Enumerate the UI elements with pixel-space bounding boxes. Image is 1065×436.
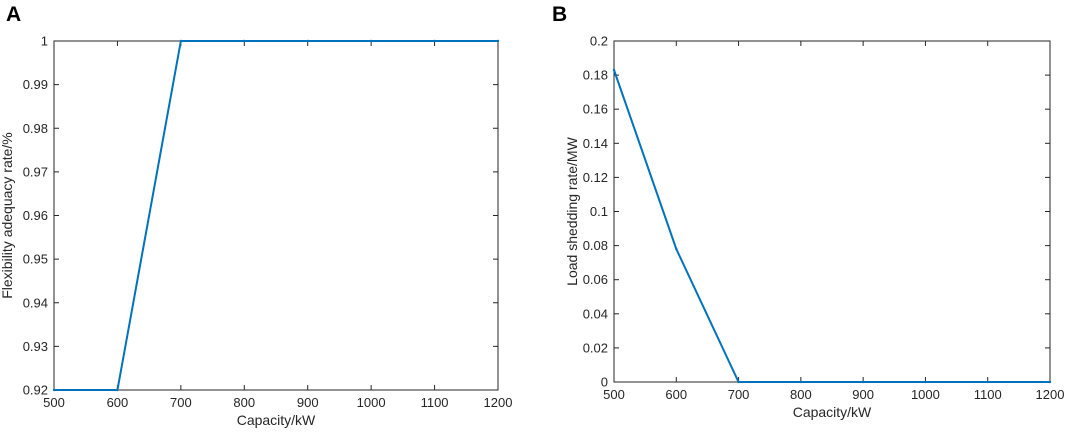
series-line-b: [613, 69, 1050, 383]
plot-b: 500 600 700 800 900 1000 1100 1200 0 0.02 0.04 0.06…: [564, 34, 1064, 421]
y-tick-label-a-4: 0.96: [23, 208, 48, 223]
x-tick-label-b-2: 700: [728, 387, 750, 402]
y-tick-label-b-9: 0.18: [583, 68, 608, 83]
x-axis-label-b: Capacity/kW: [793, 404, 872, 420]
data-point-a-1: [116, 388, 119, 392]
y-tick-label-b-2: 0.04: [583, 306, 608, 321]
x-tick-label-b-3: 800: [790, 387, 812, 402]
x-tick-label-b-0: 500: [603, 387, 625, 402]
y-tick-label-b-6: 0.12: [583, 170, 608, 185]
x-axis-label-a: Capacity/kW: [237, 412, 316, 428]
x-tick-label-b-1: 600: [665, 387, 687, 402]
series-line-a: [54, 40, 498, 391]
data-point-a-0: [52, 388, 56, 392]
data-point-a-3: [243, 39, 246, 43]
plot-area-a: [53, 40, 499, 391]
data-point-a-6: [433, 39, 436, 43]
y-tick-label-a-5: 0.97: [23, 164, 48, 179]
y-tick-label-b-8: 0.16: [583, 102, 608, 117]
data-point-a-7: [496, 39, 500, 43]
data-point-b-0: [612, 68, 616, 72]
data-point-a-2: [179, 39, 183, 43]
x-tick-label-a-7: 1200: [484, 395, 513, 410]
y-tick-label-a-6: 0.98: [23, 121, 48, 136]
y-tick-label-a-7: 0.99: [23, 77, 48, 92]
y-tick-label-b-1: 0.02: [583, 340, 608, 355]
y-tick-label-a-0: 0.92: [23, 383, 48, 398]
panel-label-a: A: [6, 3, 21, 26]
data-point-b-7: [1048, 380, 1052, 384]
x-tick-label-b-6: 1100: [974, 387, 1002, 402]
y-tick-label-a-8: 1: [41, 34, 48, 49]
x-tick-label-a-3: 800: [233, 395, 255, 410]
x-tick-label-b-4: 900: [852, 387, 874, 402]
y-axis-label-a: Flexibility adequacy rate/%: [0, 132, 15, 299]
data-point-a-5: [369, 39, 373, 43]
y-tick-label-a-1: 0.93: [23, 339, 48, 354]
x-tick-label-a-5: 1000: [357, 395, 386, 410]
plot-a: 500 600 700 800 900 1000 1100 1200 0.92 0.93 0.94 0…: [0, 34, 512, 429]
data-point-b-1: [675, 247, 678, 251]
y-tick-label-b-4: 0.08: [583, 238, 608, 253]
data-point-b-2: [737, 380, 740, 384]
data-point-b-3: [799, 380, 803, 384]
y-tick-label-b-10: 0.2: [590, 34, 608, 49]
data-point-b-6: [986, 380, 989, 384]
y-tick-label-a-3: 0.95: [23, 252, 48, 267]
x-tick-label-a-6: 1100: [421, 395, 449, 410]
x-tick-label-a-2: 700: [170, 395, 192, 410]
panel-label-b: B: [552, 3, 567, 26]
x-tick-label-a-0: 500: [43, 395, 65, 410]
y-tick-label-b-3: 0.06: [583, 272, 608, 287]
y-tick-label-b-0: 0: [601, 375, 608, 390]
y-tick-label-b-5: 0.1: [590, 204, 608, 219]
y-axis-label-b: Load shedding rate/MW: [564, 136, 580, 285]
x-tick-label-b-5: 1000: [911, 387, 940, 402]
y-tick-label-a-2: 0.94: [23, 295, 48, 310]
data-point-b-4: [861, 380, 865, 384]
y-tick-label-b-7: 0.14: [583, 136, 608, 151]
x-tick-label-a-4: 900: [297, 395, 319, 410]
plot-area-b: [613, 40, 1051, 383]
data-point-a-4: [306, 39, 309, 43]
x-tick-label-a-1: 600: [107, 395, 129, 410]
x-tick-label-b-7: 1200: [1036, 387, 1065, 402]
data-point-b-5: [924, 380, 927, 384]
